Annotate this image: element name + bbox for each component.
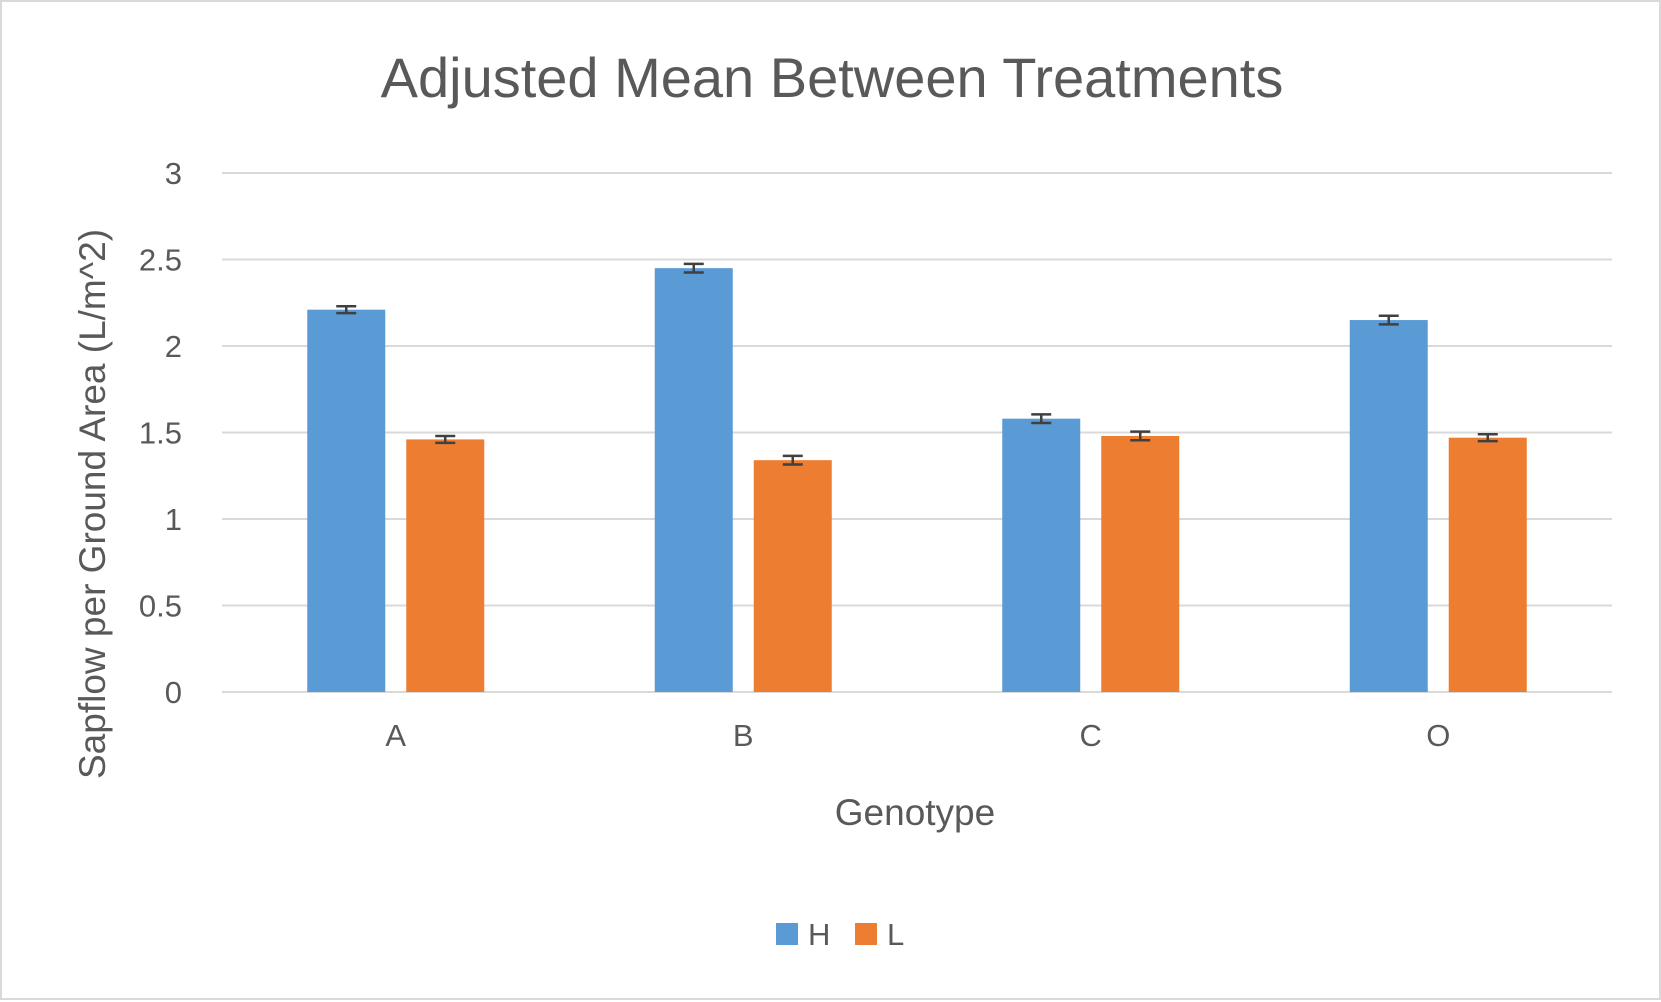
x-tick-label-C: C	[1080, 718, 1102, 753]
y-tick-label: 2.5	[139, 243, 182, 278]
bar-L-A	[406, 439, 485, 692]
x-axis-label: Genotype	[835, 792, 995, 833]
y-tick-label: 1	[165, 502, 182, 537]
y-tick-label: 3	[165, 156, 182, 191]
legend-swatch-L	[855, 923, 877, 945]
bars	[307, 268, 1527, 692]
y-axis-label: Sapflow per Ground Area (L/m^2)	[72, 229, 113, 779]
y-tick-label: 0	[165, 675, 182, 710]
error-bars	[336, 262, 1498, 466]
x-tick-label-O: O	[1426, 718, 1450, 753]
x-tick-label-B: B	[733, 718, 754, 753]
bar-H-B	[654, 268, 733, 692]
bar-H-O	[1349, 320, 1428, 692]
y-tick-label: 0.5	[139, 589, 182, 624]
legend-label-H: H	[808, 917, 830, 952]
bar-L-C	[1101, 435, 1180, 692]
y-axis-ticks: 0 0.5 1 1.5 2 2.5 3	[139, 156, 182, 710]
x-tick-label-A: A	[385, 718, 406, 753]
bar-L-O	[1448, 437, 1527, 692]
bar-H-C	[1002, 418, 1081, 692]
y-tick-label: 2	[165, 329, 182, 364]
y-tick-label: 1.5	[139, 416, 182, 451]
legend-label-L: L	[887, 917, 904, 952]
legend-swatch-H	[776, 923, 798, 945]
bar-L-B	[753, 460, 832, 692]
bar-H-A	[307, 309, 386, 692]
chart-title: Adjusted Mean Between Treatments	[381, 46, 1284, 109]
